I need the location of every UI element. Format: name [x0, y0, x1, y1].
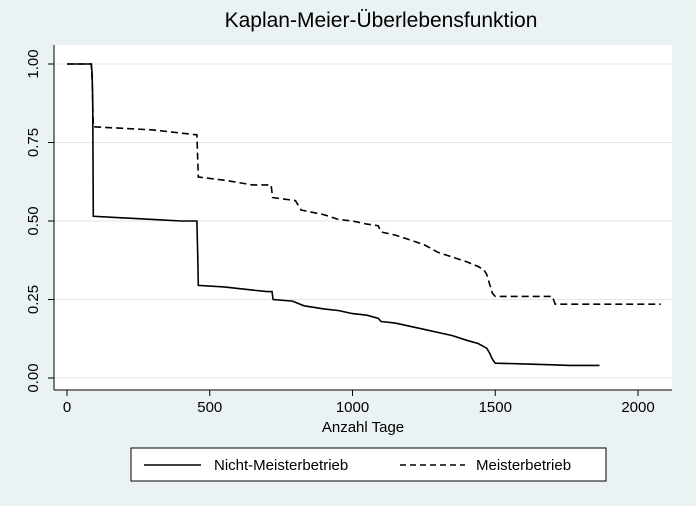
- series-lines: [67, 63, 661, 367]
- legend-box: [130, 447, 607, 482]
- plot-area: [54, 45, 672, 390]
- x-axis-title: Anzahl Tage: [322, 419, 404, 436]
- y-tick-label: 0.00: [25, 363, 42, 392]
- chart-title: Kaplan-Meier-Überlebensfunktion: [225, 9, 538, 32]
- series-line-nicht-meisterbetrieb: [67, 63, 600, 367]
- legend: Nicht-Meisterbetrieb Meisterbetrieb: [130, 447, 607, 482]
- axes: 0.00 0.25 0.50 0.75 1.00 0 500 1000 1500 2000: [25, 45, 672, 416]
- legend-label-meisterbetrieb: Meisterbetrieb: [476, 457, 571, 474]
- y-tick-label: 1.00: [25, 49, 42, 78]
- legend-label-nicht-meisterbetrieb: Nicht-Meisterbetrieb: [214, 457, 348, 474]
- y-tick-label: 0.25: [25, 285, 42, 314]
- x-tick-label: 0: [63, 399, 71, 416]
- x-tick-label: 1500: [479, 399, 512, 416]
- x-tick-label: 2000: [621, 399, 654, 416]
- grid-lines: [54, 63, 672, 379]
- x-tick-label: 1000: [336, 399, 369, 416]
- y-tick-label: 0.75: [25, 128, 42, 157]
- x-tick-label: 500: [197, 399, 222, 416]
- y-tick-label: 0.50: [25, 206, 42, 235]
- series-line-meisterbetrieb: [67, 63, 661, 305]
